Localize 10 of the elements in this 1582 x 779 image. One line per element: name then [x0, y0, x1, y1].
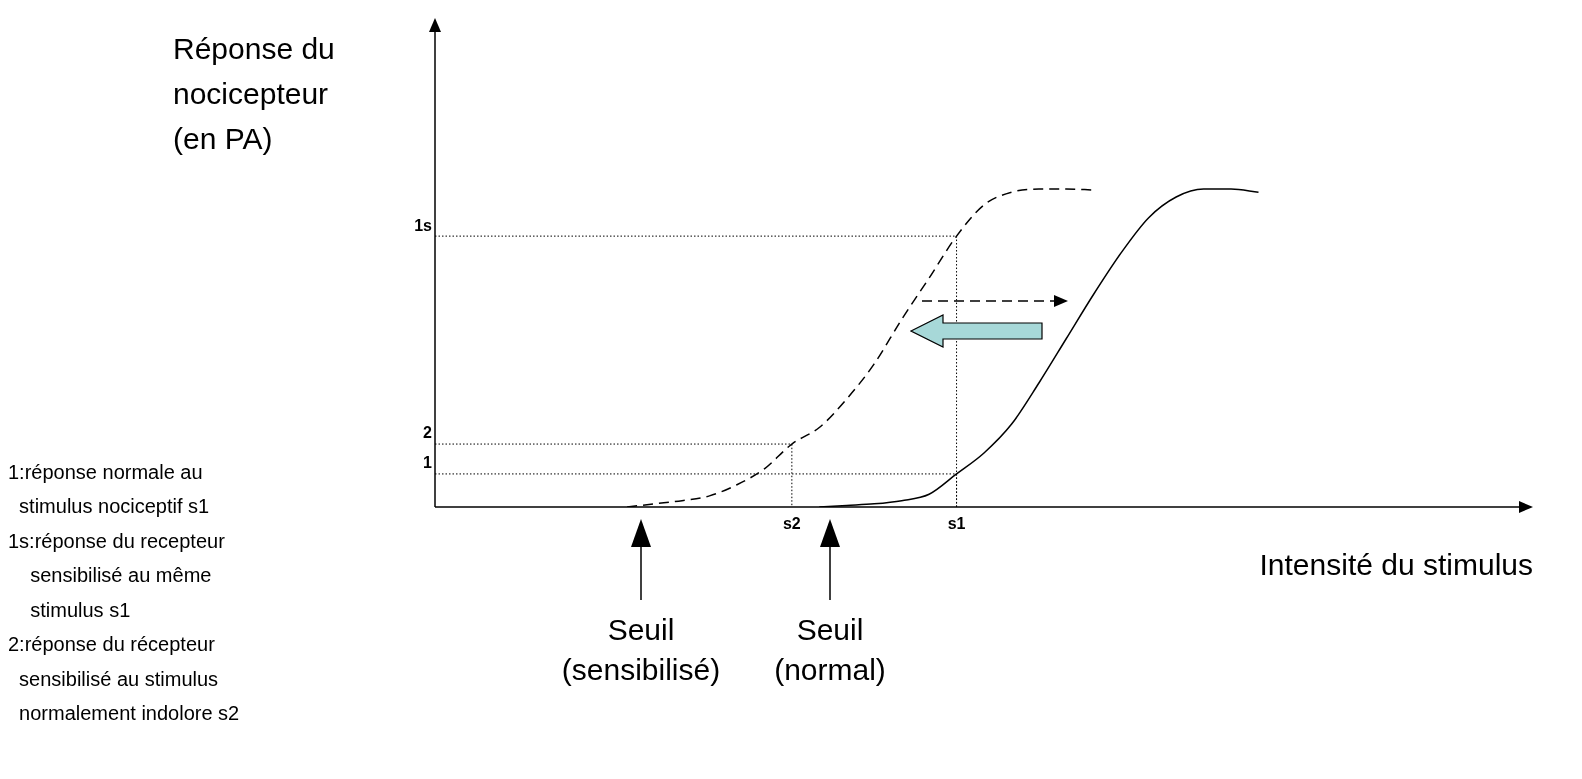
x-axis-title: Intensité du stimulus [1259, 548, 1533, 582]
text: 1s [414, 216, 433, 234]
x-tick-label: s2 [782, 515, 801, 533]
text: 2 [423, 424, 433, 442]
text: 1:réponse normale au stimulus nociceptif s1 1s:réponse du recepteur sensibilisé au même stimulus s1 2:réponse du récepteur sensibilisé au stimulus normalement indolore s2 [8, 460, 240, 725]
text: Seuil (normal) [774, 613, 886, 687]
text: 1 [423, 454, 433, 472]
x-tick-label: s1 [947, 515, 966, 533]
y-axis-title: Réponse du nocicepteur (en PA) [173, 32, 335, 156]
text: Seuil (sensibilisé) [561, 613, 721, 687]
